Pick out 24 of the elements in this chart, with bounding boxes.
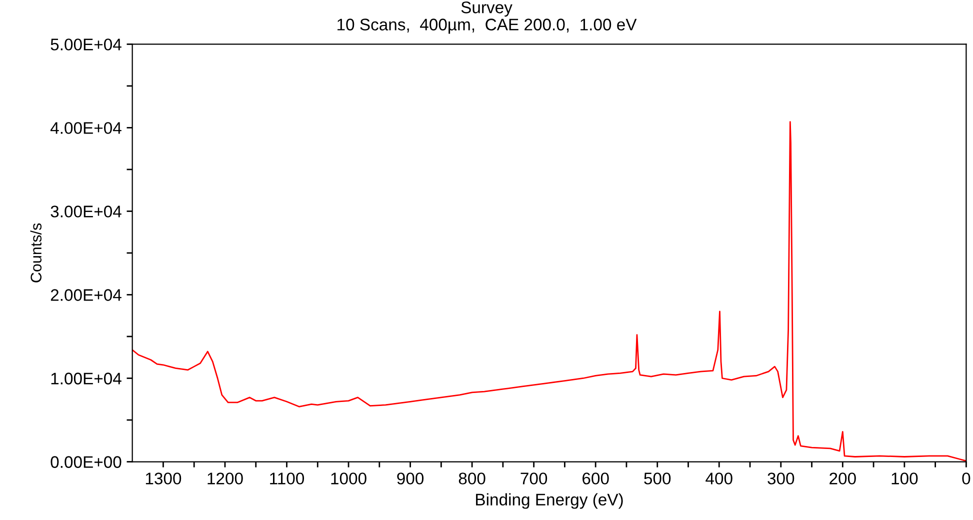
chart-title: Survey (461, 2, 512, 17)
y-tick-label: 1.00E+04 (51, 372, 122, 384)
x-tick-label: 400 (706, 472, 732, 484)
x-tick-label: 800 (458, 472, 486, 484)
chart-subtitle: 10 Scans, 400µm, CAE 200.0, 1.00 eV (338, 18, 637, 34)
x-tick-label: 600 (582, 472, 609, 484)
x-tick-label: 1200 (208, 472, 243, 484)
x-tick-label: 1000 (331, 472, 366, 484)
y-tick-label: 3.00E+04 (50, 206, 122, 218)
x-tick-label: 1100 (270, 472, 304, 484)
x-tick-label: 100 (892, 472, 918, 484)
y-tick-label: 5.00E+04 (50, 38, 122, 50)
y-tick-label: 2.00E+04 (50, 289, 122, 301)
y-tick-label: 4.00E+04 (50, 122, 122, 134)
x-axis-title: Binding Energy (eV) (476, 493, 623, 509)
x-tick-label: 300 (768, 472, 794, 484)
x-tick-label: 900 (397, 472, 424, 484)
x-tick-label: 700 (520, 472, 548, 484)
x-tick-label: 500 (644, 472, 671, 484)
y-tick-label: 0.00E+00 (50, 456, 122, 468)
x-tick-label: 200 (830, 472, 856, 484)
x-tick-label: 0 (962, 472, 970, 484)
y-axis-title: Counts/s (30, 223, 42, 282)
x-tick-label: 1300 (146, 472, 182, 484)
